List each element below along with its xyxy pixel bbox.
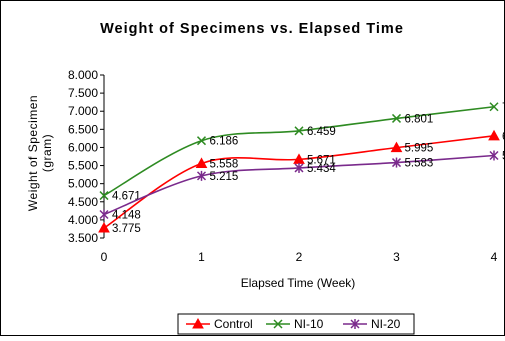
data-label: 5.558 [210,158,239,170]
data-label: 3.775 [112,223,141,235]
data-label: 5.671 [307,154,336,166]
y-tick-label: 3.500 [68,231,98,245]
chart-title: Weight of Specimens vs. Elapsed Time [100,21,404,37]
legend-marker [273,319,283,329]
x-tick-label: 2 [296,250,303,264]
y-tick-label: 5.500 [68,159,98,173]
data-label: 4.671 [112,191,141,203]
y-axis-label-line-2: (gram) [40,134,54,172]
data-point-marker [489,102,499,112]
y-tick-label: 6.500 [68,122,98,136]
data-label: 5.778 [502,150,505,162]
data-point-marker [195,157,208,168]
legend-entry: Control [186,317,253,331]
data-point-marker [196,136,207,146]
legend-entry: NI-20 [343,317,401,331]
data-point-marker [488,129,500,141]
y-tick-label: 4.500 [68,195,98,209]
data-point-marker [390,141,403,153]
y-tick-label: 4.000 [68,213,98,227]
data-point-marker [99,191,109,201]
x-tick-label: 4 [491,250,498,264]
legend-label: Control [214,317,253,331]
y-tick-label: 6.000 [68,140,98,154]
y-tick-label: 7.000 [68,104,98,118]
y-axis-ticks: 3.500 4.000 4.500 5.000 5.500 6.000 6.500 7.000… [68,68,104,245]
series-layer: 3.775 5.558 5.671 5.995 6.321 4.671 6.186 6.459… [98,102,505,235]
legend: Control NI-10 NI-20 [177,313,415,335]
data-point-marker [294,126,304,136]
legend-marker [192,317,204,329]
data-label: 6.801 [405,113,434,125]
data-label: 7.123 [502,102,505,114]
data-label: 4.148 [112,210,141,222]
data-point-marker [294,162,304,173]
y-axis-label: Weight of Specimen (gram) [26,95,54,211]
data-label: 5.434 [307,163,336,175]
x-axis-label: Elapsed Time (Week) [241,276,356,290]
y-axis-label-line-1: Weight of Specimen [26,95,40,211]
data-point-marker [391,113,402,123]
x-tick-label: 1 [198,250,205,264]
series-ni-10: 4.671 6.186 6.459 6.801 7.123 [99,102,505,203]
series-ni-20: 4.148 5.215 5.434 5.583 5.778 [99,150,505,222]
legend-label: NI-20 [371,317,401,331]
y-tick-label: 7.500 [68,86,98,100]
x-tick-label: 0 [101,250,108,264]
data-label: 6.186 [210,136,239,148]
legend-entry: NI-10 [266,317,324,331]
legend-marker [350,319,360,329]
data-point-marker [98,222,110,233]
data-point-marker [391,157,402,168]
y-tick-label: 5.000 [68,177,98,191]
data-label: 5.995 [405,143,434,155]
series-control: 3.775 5.558 5.671 5.995 6.321 [98,129,505,235]
data-label: 6.459 [307,126,336,138]
data-label: 5.215 [210,171,239,183]
legend-label: NI-10 [294,317,324,331]
x-axis-ticks: 0 1 2 3 4 [101,250,498,264]
data-point-marker [196,170,207,181]
y-tick-label: 8.000 [68,68,98,82]
data-point-marker [489,150,499,161]
data-label: 6.321 [502,131,505,143]
x-tick-label: 3 [393,250,400,264]
data-label: 5.583 [405,158,434,170]
data-point-marker [99,209,109,220]
